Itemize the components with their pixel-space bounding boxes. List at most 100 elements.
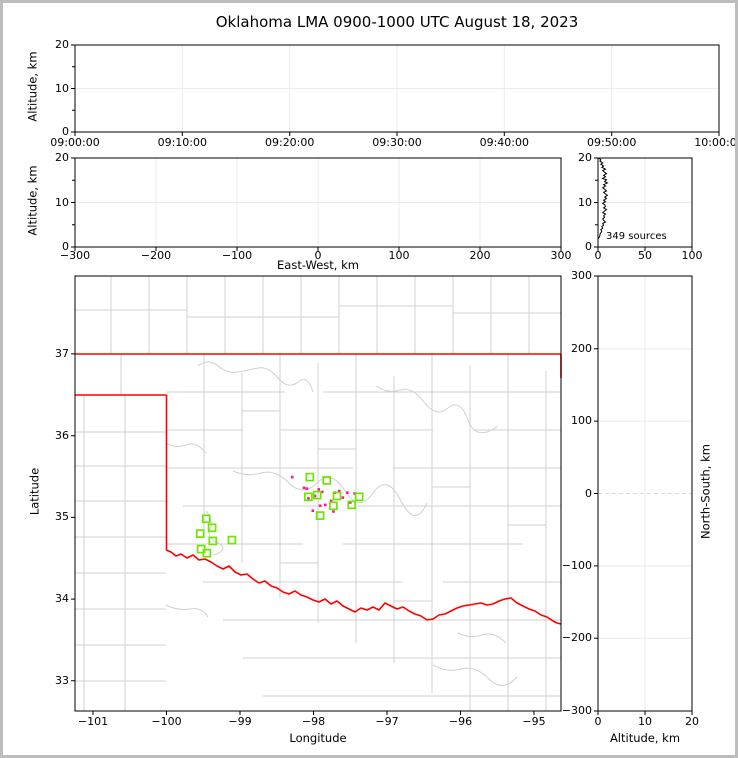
river-pease [165, 604, 209, 618]
vhf-source-dot [311, 509, 315, 512]
vhf-source-dot [324, 503, 327, 507]
tick-label: 20 [55, 151, 69, 164]
ns-ylabel: North-South, km [698, 444, 713, 539]
time-height-panel [71, 44, 720, 136]
tick-label: 10 [638, 715, 652, 728]
tick-label: −101 [77, 715, 109, 728]
river-north-canadian [165, 442, 207, 454]
lma-station-marker [305, 472, 315, 482]
ew-height-panel [71, 157, 562, 251]
tick-label: 50 [638, 249, 652, 262]
river-arkansas [375, 385, 499, 434]
lma-station-marker [207, 523, 217, 533]
tick-label: 200 [469, 249, 491, 262]
tick-label: 09:00:00 [50, 136, 100, 149]
vhf-source-dot [332, 510, 335, 513]
vhf-source-dot [321, 490, 324, 494]
map-panel [71, 275, 562, 715]
tick-label: 20 [578, 151, 592, 164]
tick-label: 09:10:00 [157, 136, 207, 149]
tick-label: −300 [561, 704, 592, 717]
altitude-histogram-line [597, 157, 609, 240]
time-height-ticks [71, 44, 720, 136]
time-height-gridlines [75, 45, 719, 132]
altitude-histogram-panel [594, 157, 693, 251]
vhf-source-dot [313, 494, 317, 498]
tick-label: −200 [561, 631, 592, 645]
map-markers [195, 472, 364, 558]
lma-station-marker [195, 529, 205, 538]
tick-label: −99 [228, 715, 252, 728]
red-river-border [165, 549, 562, 625]
vhf-source-dot [302, 486, 306, 490]
tick-label: −300 [59, 249, 91, 262]
lma-station-marker [322, 476, 332, 485]
tick-label: 0 [594, 249, 602, 262]
figure-title: Oklahoma LMA 0900-1000 UTC August 18, 20… [215, 13, 579, 31]
county-boundaries [75, 276, 561, 711]
tick-label: 100 [681, 249, 703, 262]
ns-height-panel [594, 275, 693, 715]
vhf-source-dot [349, 501, 352, 504]
tick-label: 300 [571, 269, 592, 282]
tick-label: 37 [55, 346, 69, 360]
tick-label: −96 [448, 715, 473, 728]
map-spines [74, 275, 562, 712]
ns-xlabel: Altitude, km [609, 731, 681, 745]
tick-label: 09:50:00 [586, 136, 637, 149]
tick-label: 100 [571, 414, 592, 428]
vhf-source-dot [290, 475, 294, 479]
lma-station-marker [202, 548, 212, 558]
tick-label: 10:00:00 [694, 136, 737, 149]
ew-height-gridlines [75, 158, 561, 247]
vhf-source-dot [337, 489, 341, 493]
tick-label: −100 [221, 249, 253, 262]
tick-label: 33 [55, 673, 69, 687]
tick-label: 09:20:00 [264, 136, 315, 149]
tick-label: 36 [55, 428, 69, 442]
tick-label: 20 [55, 38, 69, 51]
tick-label: −100 [561, 558, 592, 572]
tick-label: 0 [594, 715, 602, 728]
tick-label: 0 [314, 249, 322, 262]
source-count-annotation: 349 sources [606, 231, 667, 242]
vhf-source-dot [341, 496, 345, 499]
lma-station-marker [329, 501, 338, 511]
vhf-source-dot [318, 504, 322, 508]
tick-label: −200 [140, 249, 172, 262]
tick-label: 09:30:00 [372, 136, 422, 149]
ew-height-xlabel: East-West, km [277, 258, 359, 272]
tick-label: 34 [55, 592, 69, 606]
tick-label: 0 [585, 240, 592, 253]
tick-label: −98 [301, 715, 326, 728]
tick-label: 0 [585, 486, 592, 500]
histogram-ticks [594, 157, 693, 251]
tick-label: 0 [62, 125, 69, 138]
tick-label: −100 [151, 715, 182, 728]
ew-height-minor-ticks [72, 179, 75, 226]
lma-station-marker [312, 490, 322, 500]
map-xlabel: Longitude [289, 731, 347, 745]
lma-station-marker [304, 492, 313, 502]
river-sulphur [432, 632, 518, 686]
lma-station-marker [208, 536, 218, 546]
plot-canvas [71, 44, 720, 715]
ns-gridlines [598, 276, 692, 711]
lma-station-marker [332, 491, 342, 501]
vhf-source-dot [307, 497, 310, 500]
ew-height-ticks [71, 157, 562, 251]
river-cimarron [197, 361, 314, 393]
vhf-source-dot [346, 491, 349, 494]
tick-label: 300 [550, 249, 572, 262]
map-ticks [71, 353, 535, 715]
vhf-source-dot [353, 492, 356, 495]
time-height-minor-ticks [72, 66, 75, 111]
histogram-gridlines [598, 158, 692, 247]
map-ylabel: Latitude [27, 467, 42, 516]
vhf-source-dot [329, 499, 333, 503]
river-washita [205, 510, 224, 556]
tick-label: −95 [522, 715, 546, 728]
lma-station-marker [201, 514, 211, 524]
tick-label: 0 [62, 240, 69, 253]
